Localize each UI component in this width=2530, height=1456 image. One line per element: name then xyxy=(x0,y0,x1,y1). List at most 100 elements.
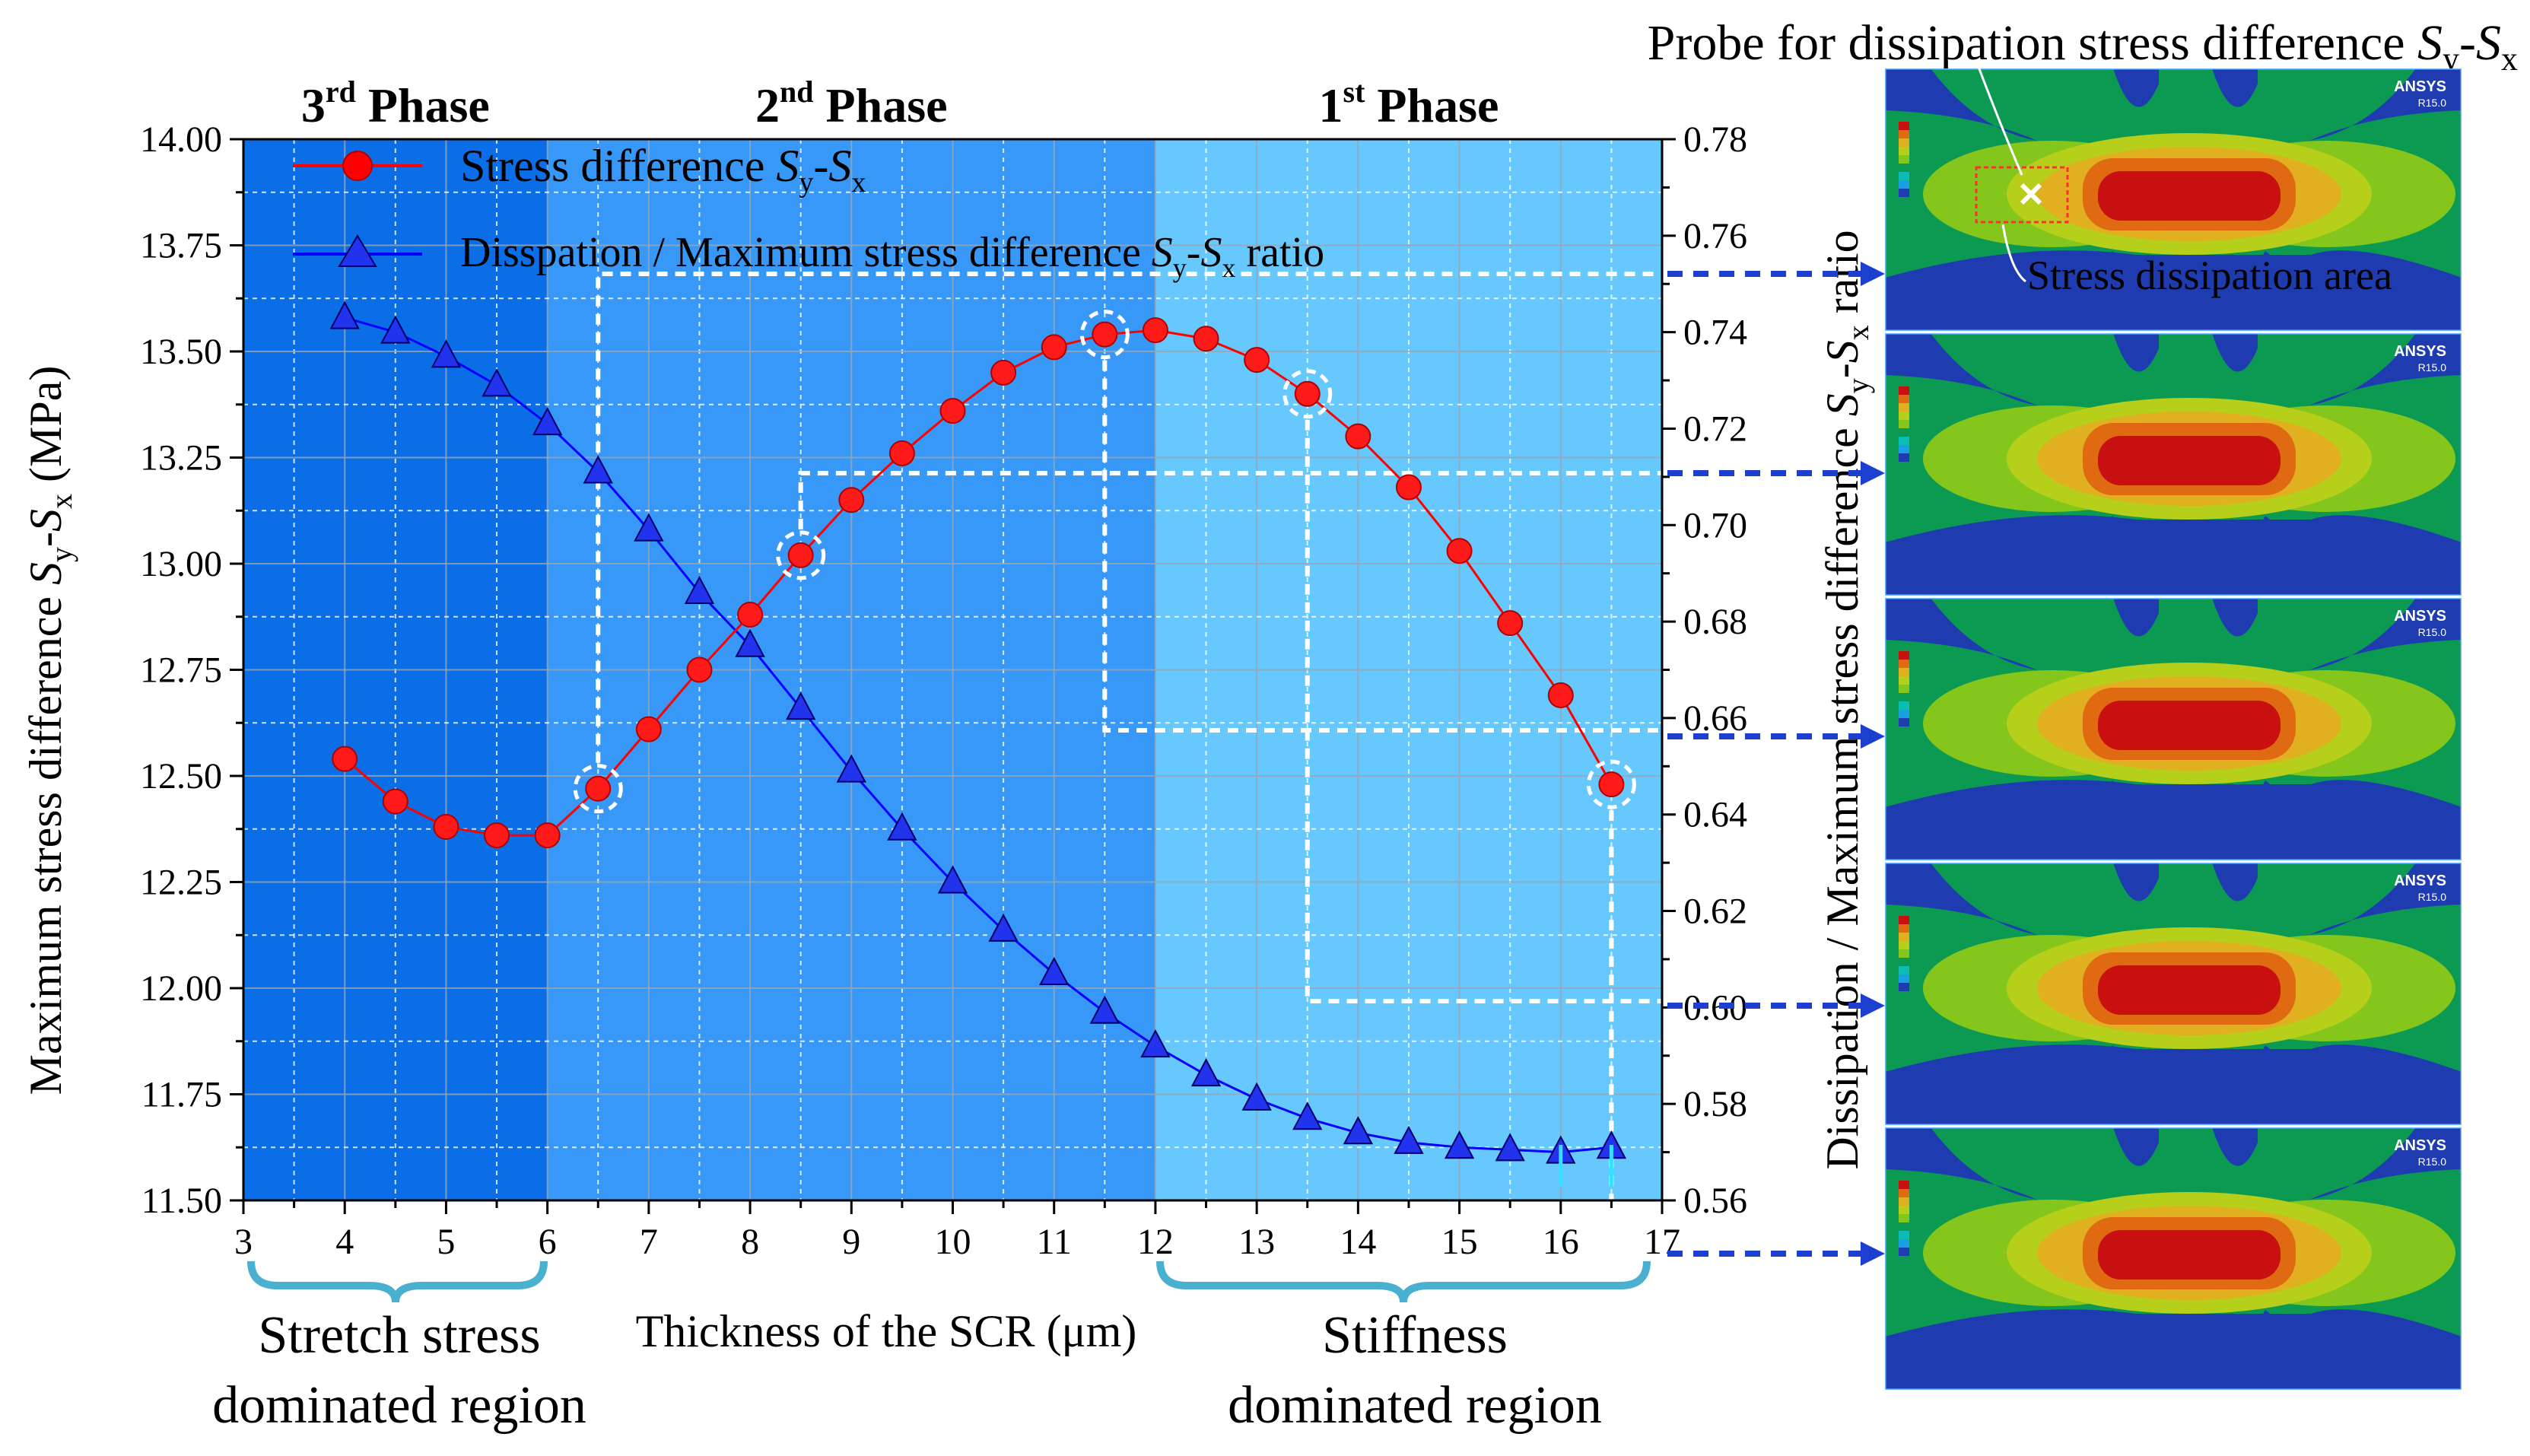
phase-title-1st: 1st Phase xyxy=(1319,75,1499,132)
blue-marker xyxy=(988,913,1019,942)
x-tick-label: 3 xyxy=(234,1222,253,1262)
x-tick-label: 8 xyxy=(741,1222,759,1262)
legend-swatch xyxy=(1899,1214,1909,1222)
red-marker xyxy=(332,745,358,772)
legend-swatch xyxy=(1899,138,1909,147)
connector-arrow-4 xyxy=(1861,1241,1885,1266)
y2-tick-labels: 0.56 0.58 0.60 0.62 0.64 0.66 0.68 0.70 0.72 0.74… xyxy=(1683,119,1747,1221)
blue-marker xyxy=(786,691,816,720)
legend-swatch xyxy=(1899,949,1909,958)
lobe-top-mid1 xyxy=(2113,333,2159,372)
bottom-wedge-left xyxy=(2071,1310,2159,1390)
bottom-wedge-left xyxy=(2071,251,2159,331)
legend-swatch xyxy=(1899,676,1909,685)
blue-marker xyxy=(887,812,917,841)
x-tick-label: 15 xyxy=(1441,1222,1478,1262)
ansys-version: R15.0 xyxy=(2418,1156,2447,1168)
x-tick-label: 9 xyxy=(842,1222,860,1262)
blue-marker xyxy=(1343,1116,1374,1145)
red-marker xyxy=(888,440,915,466)
red-marker xyxy=(1598,771,1625,798)
legend-swatch xyxy=(1899,189,1909,197)
x-tick-label: 12 xyxy=(1137,1222,1174,1262)
legend-swatch xyxy=(1899,445,1909,453)
x-tick-label: 11 xyxy=(1037,1222,1072,1262)
red-marker xyxy=(1294,380,1321,407)
lobe-top-mid2 xyxy=(2212,333,2258,372)
highlight-circle-0 xyxy=(573,764,623,814)
legend-swatch xyxy=(1899,1197,1909,1206)
red-marker xyxy=(1193,326,1219,352)
legend-swatch xyxy=(1899,453,1909,462)
legend-blue-label: Disspation / Maximum stress difference S… xyxy=(460,229,1324,283)
bottom-band xyxy=(1885,780,2462,860)
x-axis-title: Thickness of the SCR (μm) xyxy=(636,1306,1137,1356)
y-tick-label: 14.00 xyxy=(140,119,222,160)
connector-arrow-3 xyxy=(1861,993,1885,1018)
legend-swatch xyxy=(1899,685,1909,693)
highlight-circles xyxy=(573,310,1636,814)
lobe-top-left xyxy=(1885,863,2037,935)
red-marker xyxy=(534,822,561,849)
red-marker xyxy=(990,359,1017,386)
blue-marker xyxy=(1089,995,1120,1024)
legend-swatch xyxy=(1899,1206,1909,1214)
x-tick-label: 10 xyxy=(935,1222,971,1262)
lobe-top-mid2 xyxy=(2212,68,2258,107)
x-tick-label: 5 xyxy=(437,1222,455,1262)
ansys-version: R15.0 xyxy=(2418,97,2447,109)
red-marker xyxy=(737,601,764,628)
legend-swatch xyxy=(1899,395,1909,403)
red-marker xyxy=(1446,538,1473,564)
legend-swatch xyxy=(1899,1222,1909,1231)
probe-box xyxy=(1975,166,2069,224)
y-tick-label: 11.50 xyxy=(141,1181,222,1221)
x-tick-label: 7 xyxy=(640,1222,658,1262)
legend-swatch xyxy=(1899,718,1909,726)
lobe-top-right xyxy=(2309,863,2462,935)
blue-marker xyxy=(1292,1102,1323,1130)
legend-swatch xyxy=(1899,147,1909,155)
region-left-line2: dominated region xyxy=(212,1376,586,1435)
highlight-guides xyxy=(596,272,1662,1200)
probe-leader xyxy=(1975,60,2023,176)
y2-tick-label: 0.58 xyxy=(1683,1084,1747,1124)
ansys-brand: ANSYS xyxy=(2394,343,2446,360)
blue-marker xyxy=(836,754,866,783)
red-marker xyxy=(1244,347,1270,374)
y-tick-label: 12.00 xyxy=(140,968,222,1009)
lobe-top-mid2 xyxy=(2212,598,2258,637)
legend-swatch xyxy=(1899,941,1909,949)
x-tick-label: 4 xyxy=(335,1222,354,1262)
ansys-version: R15.0 xyxy=(2418,626,2447,638)
blue-marker xyxy=(1394,1125,1424,1154)
highlight-circle-3 xyxy=(1282,369,1333,419)
dissipation-area-label: Stress dissipation area xyxy=(2027,253,2392,298)
bottom-wedge-left xyxy=(2071,516,2159,596)
x-tick-label: 14 xyxy=(1340,1222,1376,1262)
bottom-wedge-right xyxy=(2220,1045,2300,1125)
legend-swatch xyxy=(1899,386,1909,395)
ansys-brand: ANSYS xyxy=(2394,78,2446,95)
red-marker xyxy=(382,788,408,815)
ansys-panel-0: ANSYS R15.0 xyxy=(1885,68,2462,331)
region-right-line2: dominated region xyxy=(1228,1376,1602,1435)
x-tick-label: 16 xyxy=(1543,1222,1579,1262)
bottom-wedge-right xyxy=(2220,251,2300,331)
blue-marker xyxy=(1140,1028,1171,1058)
red-marker xyxy=(1092,321,1118,348)
legend-swatch xyxy=(1899,1248,1909,1256)
blue-marker xyxy=(1444,1130,1475,1159)
legend-swatch xyxy=(1899,660,1909,668)
guide-path-1 xyxy=(798,471,1662,529)
legend-swatch xyxy=(1899,1181,1909,1189)
legend-swatch xyxy=(1899,710,1909,718)
red-marker xyxy=(838,487,865,513)
red-marker xyxy=(939,398,966,424)
bottom-wedge-left xyxy=(2071,1045,2159,1125)
y2-tick-label: 0.72 xyxy=(1683,409,1747,449)
contour-red xyxy=(2098,701,2280,750)
legend-swatch xyxy=(1899,403,1909,412)
